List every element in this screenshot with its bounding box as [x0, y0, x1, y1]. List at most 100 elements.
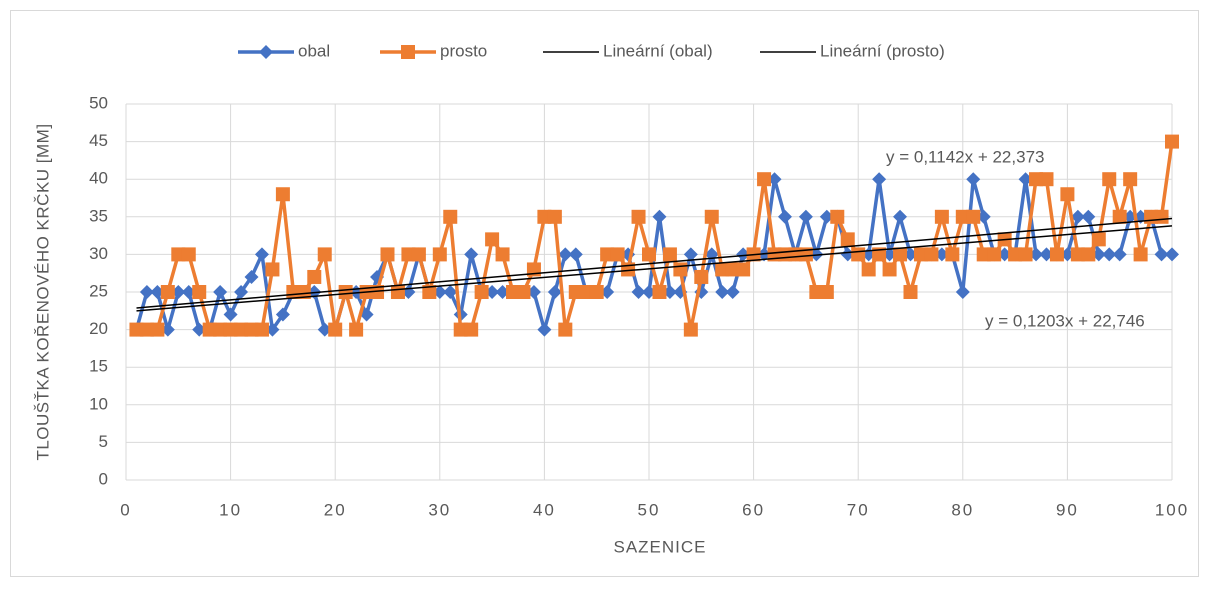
x-tick-label: 50 — [638, 500, 661, 519]
data-point — [181, 247, 196, 262]
x-tick-label: 40 — [533, 500, 556, 519]
y-tick-label: 10 — [89, 394, 108, 413]
legend-marker — [259, 45, 273, 59]
data-point — [924, 247, 939, 262]
legend-label: Lineární (obal) — [603, 41, 713, 60]
data-point — [683, 247, 698, 262]
data-point — [1091, 232, 1106, 247]
data-point — [777, 209, 792, 224]
data-point — [673, 262, 688, 277]
y-tick-label: 0 — [99, 469, 108, 488]
data-point — [150, 322, 165, 337]
data-point — [275, 307, 290, 322]
data-point — [275, 187, 290, 202]
data-point — [642, 247, 656, 262]
data-point — [819, 285, 834, 299]
data-point — [830, 209, 845, 224]
y-tick-label: 40 — [89, 169, 108, 188]
data-point — [443, 285, 458, 299]
data-point — [1018, 247, 1033, 262]
data-point — [234, 285, 249, 299]
data-point — [349, 322, 364, 337]
data-point — [464, 322, 479, 337]
data-point — [547, 209, 562, 224]
data-point — [443, 209, 458, 224]
data-point — [652, 285, 667, 299]
data-point — [1133, 247, 1148, 262]
data-point — [495, 247, 510, 262]
data-point — [485, 232, 500, 247]
data-point — [840, 232, 855, 247]
data-point — [1060, 187, 1075, 202]
data-point — [192, 285, 207, 299]
data-point — [1123, 172, 1138, 187]
data-point — [244, 269, 259, 284]
data-point — [694, 269, 709, 284]
trendline — [136, 217, 1173, 309]
data-point — [338, 285, 353, 299]
data-point — [139, 285, 154, 299]
data-point — [851, 247, 866, 262]
data-point — [1154, 209, 1169, 224]
data-point — [966, 172, 981, 187]
data-point — [798, 209, 813, 224]
data-point — [265, 262, 280, 277]
data-point — [683, 322, 698, 337]
data-point — [380, 247, 395, 262]
data-point — [568, 247, 583, 262]
data-point — [1154, 247, 1169, 262]
data-point — [516, 285, 531, 299]
data-point — [955, 285, 970, 299]
data-point — [610, 247, 625, 262]
data-point — [966, 209, 981, 224]
data-point — [432, 247, 447, 262]
x-tick-label: 0 — [120, 500, 131, 519]
data-point — [715, 285, 730, 299]
data-point — [882, 262, 897, 277]
data-point — [903, 285, 918, 299]
data-point — [422, 285, 437, 299]
data-point — [1081, 247, 1096, 262]
data-point — [328, 322, 343, 337]
y-tick-label: 35 — [89, 206, 108, 225]
data-point — [704, 209, 719, 224]
legend-label: obal — [298, 41, 330, 60]
data-point — [296, 285, 311, 299]
data-point — [213, 285, 228, 299]
data-point — [945, 247, 960, 262]
trendline-equation: y = 0,1203x + 22,746 — [985, 311, 1145, 330]
data-point — [631, 285, 646, 299]
data-point — [893, 247, 908, 262]
x-tick-label: 20 — [324, 500, 347, 519]
data-point — [547, 285, 562, 299]
data-point — [307, 269, 322, 284]
trendline-equation: y = 0,1142x + 22,373 — [886, 147, 1044, 166]
y-tick-label: 15 — [89, 357, 108, 376]
data-point — [411, 247, 426, 262]
y-tick-label: 30 — [89, 244, 108, 263]
y-axis-title: TLOUŠŤKA KOŘENOVÉHO KRČKU [MM] — [33, 123, 52, 460]
data-point — [757, 172, 772, 187]
x-tick-label: 90 — [1056, 500, 1079, 519]
y-tick-label: 25 — [89, 281, 108, 300]
data-point — [987, 247, 1002, 262]
data-point — [558, 322, 573, 337]
data-point — [558, 247, 573, 262]
data-point — [725, 285, 740, 299]
x-tick-label: 10 — [219, 500, 242, 519]
data-point — [872, 172, 887, 187]
data-point — [934, 209, 949, 224]
data-point — [1165, 247, 1179, 262]
y-tick-label: 20 — [89, 319, 108, 338]
legend-marker — [401, 45, 415, 59]
data-point — [652, 209, 667, 224]
legend-label: prosto — [440, 41, 487, 60]
data-point — [390, 285, 405, 299]
data-point — [160, 285, 175, 299]
data-point — [370, 285, 385, 299]
data-point — [223, 307, 238, 322]
data-point — [1102, 172, 1117, 187]
data-point — [893, 209, 908, 224]
data-point — [1070, 209, 1085, 224]
